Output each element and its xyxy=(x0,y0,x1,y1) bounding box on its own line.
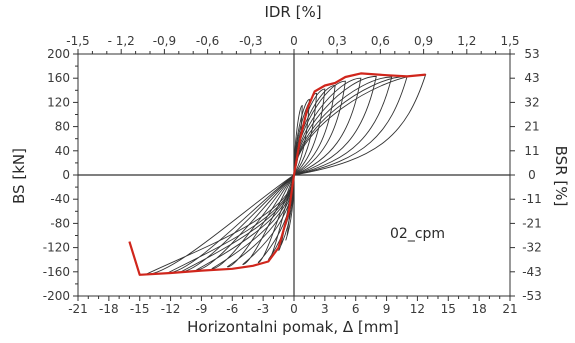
hysteresis-loop xyxy=(211,77,362,270)
y2-tick-label: 0 xyxy=(528,168,536,182)
y2-tick-label: -11 xyxy=(522,192,542,206)
specimen-annotation: 02_cpm xyxy=(390,226,445,242)
hysteresis-loop xyxy=(196,75,377,271)
plot-area: -21 -18 -15 -12 -9 -6 -3 0 3 6 9 12 15 18 21 -1,5 - 1,2 -… xyxy=(43,34,542,316)
x-tick-label: 6 xyxy=(352,302,360,316)
y2-tick-label: -43 xyxy=(522,265,542,279)
hysteresis-loop xyxy=(267,92,318,261)
y-tick-label: 0 xyxy=(62,168,70,182)
y-tick-label: -120 xyxy=(43,241,70,255)
x-tick-label: -21 xyxy=(68,302,88,316)
x-tick-label: 21 xyxy=(502,302,517,316)
y-tick-label: 80 xyxy=(55,120,70,134)
y-tick-label: 200 xyxy=(47,47,70,61)
x2-tick-label: 0,9 xyxy=(414,34,433,48)
x2-tick-label: 0,3 xyxy=(328,34,347,48)
x2-tick-label: 1,2 xyxy=(457,34,476,48)
x2-tick-label: -0,9 xyxy=(153,34,176,48)
x-tick-label: 12 xyxy=(410,302,425,316)
x2-tick-label: 0,6 xyxy=(371,34,390,48)
x-tick-label: -12 xyxy=(161,302,181,316)
x2-tick-label: -1,5 xyxy=(66,34,89,48)
x-tick-label: -9 xyxy=(195,302,207,316)
x2-tick-label: -0,3 xyxy=(239,34,262,48)
y2-axis-title: BSR [%] xyxy=(552,146,570,207)
x-tick-label: -6 xyxy=(226,302,238,316)
x2-axis-title: IDR [%] xyxy=(264,3,321,21)
y2-tick-label: 21 xyxy=(524,120,539,134)
hysteresis-loop xyxy=(226,80,346,268)
y2-tick-label: -53 xyxy=(522,289,542,303)
y-tick-label: 160 xyxy=(47,71,70,85)
y2-tick-label: 43 xyxy=(524,71,539,85)
y-tick-label: -40 xyxy=(50,192,70,206)
y-axis-title: BS [kN] xyxy=(10,148,28,204)
x-tick-label: 15 xyxy=(441,302,456,316)
y2-tick-label: 53 xyxy=(524,47,539,61)
y-tick-label: 40 xyxy=(55,144,70,158)
x-axis-title: Horizontalni pomak, Δ [mm] xyxy=(187,318,399,336)
x2-tick-label: 1,5 xyxy=(500,34,519,48)
x-tick-label: 0 xyxy=(290,302,298,316)
y2-tick-label: 11 xyxy=(524,144,539,158)
y2-tick-label: 32 xyxy=(524,95,539,109)
y2-tick-label: -32 xyxy=(522,241,542,255)
x-tick-label: 18 xyxy=(472,302,487,316)
x-tick-label: 9 xyxy=(383,302,391,316)
y-tick-label: -80 xyxy=(50,216,70,230)
y-tick-label: -160 xyxy=(43,265,70,279)
y-tick-label: 120 xyxy=(47,95,70,109)
x-tick-label: -18 xyxy=(99,302,119,316)
x2-tick-label: -0,6 xyxy=(196,34,219,48)
x2-tick-label: 0 xyxy=(290,34,298,48)
x2-tick-label: - 1,2 xyxy=(108,34,135,48)
x-tick-label: -3 xyxy=(257,302,269,316)
x-tick-label: -15 xyxy=(130,302,150,316)
x-tick-label: 3 xyxy=(321,302,329,316)
hysteresis-loop xyxy=(180,76,393,273)
envelope-curve xyxy=(128,72,426,276)
y-tick-label: -200 xyxy=(43,289,70,303)
y2-tick-label: -21 xyxy=(522,216,542,230)
